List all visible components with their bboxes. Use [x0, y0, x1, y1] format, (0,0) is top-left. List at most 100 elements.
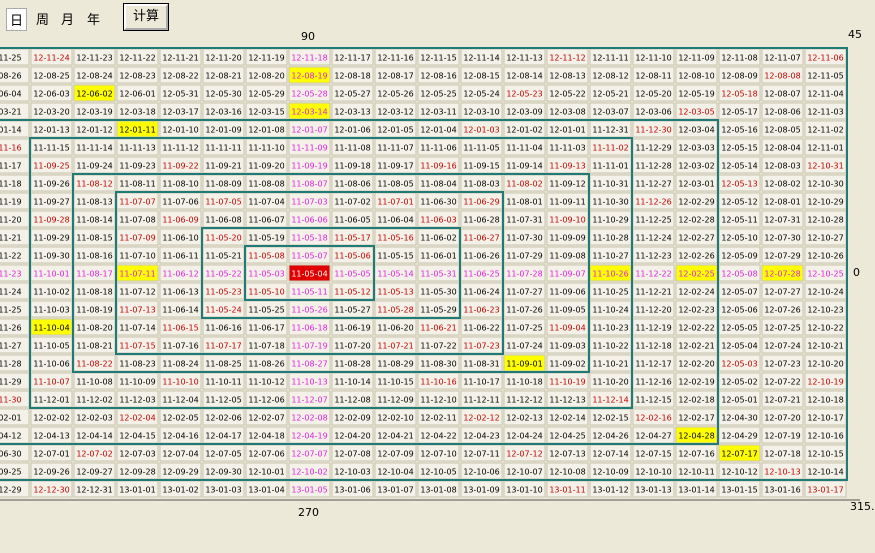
cell-text: 12-07-02 — [76, 450, 112, 459]
cell — [761, 444, 804, 462]
cell-text: 12-08-12 — [592, 72, 628, 81]
cell-text: 11-08-15 — [76, 234, 112, 243]
cell-text: 11-07-02 — [334, 198, 370, 207]
cell-text: 11-05-24 — [205, 306, 241, 315]
cell-text: 11-08-02 — [506, 180, 542, 189]
cell-text: 12-08-22 — [162, 72, 198, 81]
cell-text: -11-29 — [0, 378, 22, 387]
cell-text: 12-12-31 — [76, 486, 112, 495]
cell-text: 11-09-23 — [119, 162, 155, 171]
cell-text: 11-12-22 — [635, 270, 671, 279]
cell — [761, 174, 804, 192]
cell-text: -02-01 — [0, 414, 22, 423]
cell-text: 11-11-01 — [592, 162, 628, 171]
cell-text: 11-07-07 — [119, 198, 155, 207]
cell-text: 11-09-21 — [205, 162, 241, 171]
cell-text: 11-05-17 — [334, 234, 370, 243]
cell-text: 11-12-25 — [635, 216, 671, 225]
cell-text: 12-08-17 — [377, 72, 413, 81]
cell-text: 11-07-14 — [119, 324, 155, 333]
cell-text: 12-04-17 — [205, 432, 241, 441]
calc-button[interactable]: 计算 — [123, 3, 169, 31]
cell-text: 11-12-19 — [635, 324, 671, 333]
cell-text: 11-10-29 — [592, 216, 628, 225]
cell-text: 12-05-18 — [721, 90, 757, 99]
cell — [632, 84, 675, 102]
cell-text: 11-08-17 — [76, 270, 112, 279]
cell-text: 12-10-16 — [807, 432, 843, 441]
cell-text: 12-11-16 — [377, 54, 413, 63]
cell-text: 12-05-22 — [549, 90, 585, 99]
cell-text: 12-04-27 — [635, 432, 671, 441]
cell-text: 11-12-16 — [635, 378, 671, 387]
cell-text: -11-28 — [0, 360, 22, 369]
cell-text: 13-01-06 — [334, 486, 370, 495]
cell-text: 11-11-07 — [377, 144, 413, 153]
cell-text: 12-05-15 — [721, 144, 757, 153]
cell-text: 12-08-11 — [635, 72, 671, 81]
cell-text: -11-25 — [0, 306, 22, 315]
cell — [503, 66, 546, 84]
cell-text: 12-08-10 — [678, 72, 714, 81]
cell-text: 11-08-22 — [76, 360, 112, 369]
cell-text: 11-05-28 — [377, 306, 413, 315]
cell-text: 11-11-09 — [291, 144, 327, 153]
cell-text: 12-04-19 — [291, 432, 327, 441]
cell — [0, 66, 30, 84]
tab-year[interactable]: 年 — [87, 13, 101, 28]
cell-text: 12-11-14 — [463, 54, 499, 63]
cell-text: 12-02-15 — [592, 414, 628, 423]
cell-text: 12-10-31 — [807, 162, 843, 171]
cell-text: 11-07-08 — [119, 216, 155, 225]
cell-text: 12-08-07 — [764, 90, 800, 99]
cell-text: 11-11-03 — [549, 144, 585, 153]
cell-text: 11-12-13 — [549, 396, 585, 405]
cell-text: 11-08-04 — [420, 180, 456, 189]
tab-day[interactable]: 日 — [6, 8, 28, 31]
cell-text: 12-08-18 — [334, 72, 370, 81]
cell — [0, 408, 30, 426]
cell-text: 12-02-05 — [162, 414, 198, 423]
cell-text: 12-03-08 — [549, 108, 585, 117]
cell — [159, 66, 202, 84]
cell-text: 11-08-06 — [334, 180, 370, 189]
cell-text: 12-02-21 — [678, 342, 714, 351]
cell-text: 11-11-05 — [463, 144, 499, 153]
cell — [374, 84, 417, 102]
cell-text: 12-10-13 — [764, 468, 800, 477]
cell-text: 12-04-16 — [162, 432, 198, 441]
cell-text: 12-11-09 — [678, 54, 714, 63]
cell-text: 12-02-03 — [76, 414, 112, 423]
cell-text: 12-03-17 — [162, 108, 198, 117]
cell-text: 12-01-08 — [248, 126, 284, 135]
cell-text: 12-06-02 — [76, 90, 112, 99]
cell-text: 11-05-07 — [291, 252, 327, 261]
tab-month[interactable]: 月 — [61, 13, 75, 28]
cell-text: 12-03-02 — [678, 162, 714, 171]
cell-text: -11-21 — [0, 234, 22, 243]
cell-text: 11-07-24 — [506, 342, 542, 351]
tab-week[interactable]: 周 — [36, 13, 50, 28]
cell-text: 11-09-09 — [549, 234, 585, 243]
cell-text: 11-10-23 — [592, 324, 628, 333]
cell-text: 12-09-26 — [33, 468, 69, 477]
cell — [761, 138, 804, 156]
cell-text: 13-01-07 — [377, 486, 413, 495]
cell-text: 12-11-12 — [549, 54, 585, 63]
cell-text: 11-11-15 — [33, 144, 69, 153]
cell-text: 12-07-29 — [764, 252, 800, 261]
cell-text: 11-09-25 — [33, 162, 69, 171]
cell-text: 12-11-19 — [248, 54, 284, 63]
cell — [718, 84, 761, 102]
cell — [116, 84, 159, 102]
cell-text: 11-05-06 — [334, 252, 370, 261]
cell-text: 12-05-23 — [506, 90, 542, 99]
cell-text: 11-06-05 — [334, 216, 370, 225]
cell-text: 11-12-23 — [635, 252, 671, 261]
cell-text: 12-11-15 — [420, 54, 456, 63]
cell-text: -11-17 — [0, 162, 22, 171]
cell-text: 12-07-18 — [764, 450, 800, 459]
cell-text: 11-08-01 — [506, 198, 542, 207]
cell-text: 11-07-05 — [205, 198, 241, 207]
